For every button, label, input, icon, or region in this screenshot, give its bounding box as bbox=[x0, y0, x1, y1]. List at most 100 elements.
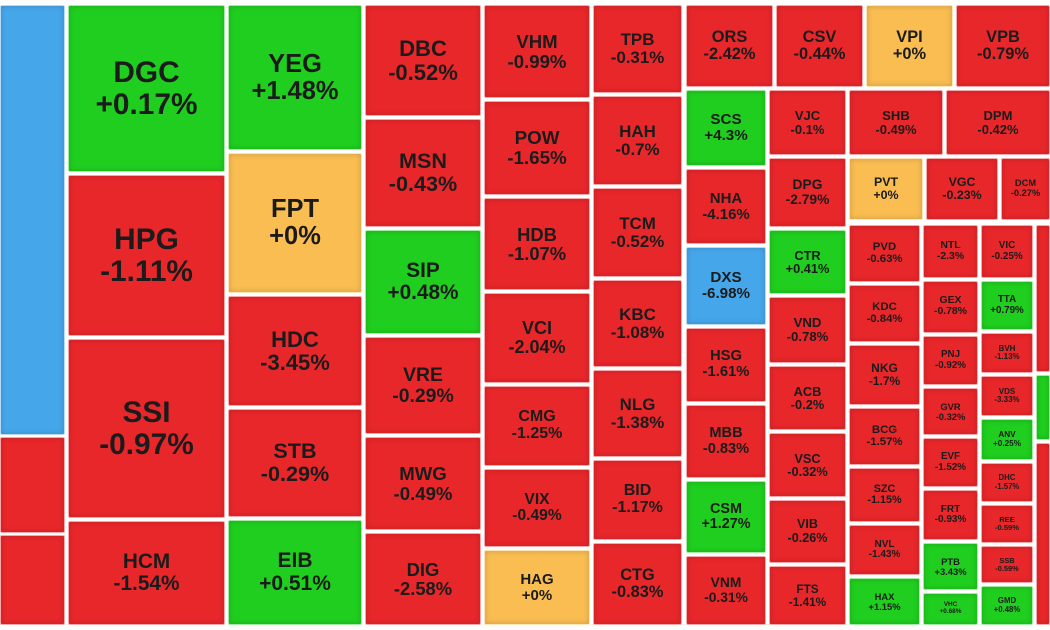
stock-tile[interactable]: VIB -0.26% bbox=[769, 500, 846, 563]
stock-tile[interactable] bbox=[0, 535, 65, 625]
stock-tile[interactable]: TTA +0.79% bbox=[981, 281, 1033, 330]
stock-tile[interactable]: BVH -1.13% bbox=[981, 333, 1033, 373]
stock-tile[interactable] bbox=[0, 437, 65, 533]
stock-tile[interactable]: VDS -3.33% bbox=[981, 376, 1033, 416]
stock-tile[interactable]: GEX -0.78% bbox=[923, 281, 978, 333]
stock-tile[interactable]: HPG -1.11% bbox=[68, 175, 225, 336]
change-label: -0.32% bbox=[935, 410, 966, 422]
stock-tile[interactable]: HCM -1.54% bbox=[68, 521, 225, 625]
stock-tile[interactable]: TCM -0.52% bbox=[593, 188, 682, 277]
stock-tile[interactable]: DPG -2.79% bbox=[769, 158, 846, 227]
stock-tile[interactable]: SSI -0.97% bbox=[68, 339, 225, 518]
stock-tile[interactable] bbox=[1036, 443, 1050, 625]
stock-tile[interactable]: GMD +0.48% bbox=[981, 586, 1033, 625]
stock-tile[interactable]: VCI -2.04% bbox=[484, 293, 590, 383]
stock-tile[interactable]: PVD -0.63% bbox=[849, 225, 920, 282]
stock-tile[interactable] bbox=[1036, 375, 1050, 440]
change-label: -0.25% bbox=[991, 250, 1023, 262]
stock-tile[interactable]: REE -0.59% bbox=[981, 505, 1033, 543]
stock-tile[interactable]: NVL -1.43% bbox=[849, 525, 920, 575]
change-label: -0.29% bbox=[392, 384, 454, 407]
stock-tile[interactable]: NLG -1.38% bbox=[593, 370, 682, 457]
ticker-label: HDB bbox=[517, 223, 557, 245]
stock-tile[interactable]: CTR +0.41% bbox=[769, 230, 846, 294]
stock-tile[interactable]: SSB -0.59% bbox=[981, 546, 1033, 583]
stock-tile[interactable]: DCM -0.27% bbox=[1001, 158, 1050, 220]
stock-tile[interactable]: HAH -0.7% bbox=[593, 96, 682, 185]
change-label: +0% bbox=[873, 188, 899, 202]
stock-tile[interactable]: FPT +0% bbox=[228, 153, 362, 293]
stock-tile[interactable]: ORS -2.42% bbox=[686, 5, 773, 87]
stock-tile[interactable]: EVF -1.52% bbox=[923, 438, 978, 487]
stock-tile[interactable]: SHB -0.49% bbox=[849, 90, 943, 155]
stock-tile[interactable]: HAX +1.15% bbox=[849, 578, 920, 625]
stock-tile[interactable]: CMG -1.25% bbox=[484, 386, 590, 466]
stock-tile[interactable]: VNM -0.31% bbox=[686, 556, 766, 625]
stock-tile[interactable] bbox=[1036, 225, 1050, 372]
stock-tile[interactable]: VIX -0.49% bbox=[484, 469, 590, 547]
stock-tile[interactable]: FTS -1.41% bbox=[769, 566, 846, 625]
stock-tile[interactable]: ACB -0.2% bbox=[769, 366, 846, 430]
stock-tile[interactable]: VHM -0.99% bbox=[484, 5, 590, 98]
ticker-label: SSB bbox=[999, 555, 1015, 565]
change-label: +0% bbox=[521, 586, 553, 604]
stock-tile[interactable]: SZC -1.15% bbox=[849, 468, 920, 522]
stock-tile[interactable]: DBC -0.52% bbox=[365, 5, 481, 116]
stock-tile[interactable]: YEG +1.48% bbox=[228, 5, 362, 150]
stock-tile[interactable] bbox=[0, 5, 65, 435]
ticker-label: MBB bbox=[709, 425, 743, 442]
stock-tile[interactable]: CSV -0.44% bbox=[776, 5, 863, 87]
stock-tile[interactable]: PVT +0% bbox=[849, 158, 923, 220]
stock-tile[interactable]: SIP +0.48% bbox=[365, 230, 481, 334]
stock-tile[interactable]: NKG -1.7% bbox=[849, 345, 920, 405]
stock-tile[interactable]: MBB -0.83% bbox=[686, 405, 766, 478]
stock-tile[interactable]: ANV +0.25% bbox=[981, 419, 1033, 460]
stock-tile[interactable]: MSN -0.43% bbox=[365, 119, 481, 227]
stock-tile[interactable]: VGC -0.23% bbox=[926, 158, 998, 220]
stock-tile[interactable]: CTG -0.83% bbox=[593, 543, 682, 625]
stock-tile[interactable]: MWG -0.49% bbox=[365, 437, 481, 530]
stock-tile[interactable]: PNJ -0.92% bbox=[923, 336, 978, 385]
ticker-label: HPG bbox=[114, 223, 179, 257]
stock-tile[interactable]: KDC -0.84% bbox=[849, 285, 920, 342]
stock-tile[interactable]: DGC +0.17% bbox=[68, 5, 225, 172]
stock-tile[interactable]: SCS +4.3% bbox=[686, 90, 766, 166]
stock-tile[interactable]: GVR -0.32% bbox=[923, 388, 978, 435]
stock-tile[interactable]: VHC +0.68% bbox=[923, 593, 978, 625]
stock-tile[interactable]: NHA -4.16% bbox=[686, 169, 766, 244]
stock-tile[interactable]: FRT -0.93% bbox=[923, 490, 978, 540]
stock-tile[interactable]: TPB -0.31% bbox=[593, 5, 682, 93]
ticker-label: DHC bbox=[998, 473, 1016, 483]
stock-tile[interactable]: BCG -1.57% bbox=[849, 408, 920, 465]
ticker-label: VIX bbox=[524, 490, 550, 508]
stock-tile[interactable]: CSM +1.27% bbox=[686, 481, 766, 553]
stock-tile[interactable]: DXS -6.98% bbox=[686, 247, 766, 325]
stock-tile[interactable]: EIB +0.51% bbox=[228, 520, 362, 625]
stock-tile[interactable]: HAG +0% bbox=[484, 550, 590, 625]
stock-tile[interactable]: VIC -0.25% bbox=[981, 225, 1033, 278]
stock-tile[interactable]: NTL -2.3% bbox=[923, 225, 978, 278]
stock-tile[interactable]: VRE -0.29% bbox=[365, 337, 481, 434]
stock-tile[interactable]: BID -1.17% bbox=[593, 460, 682, 540]
ticker-label: BID bbox=[623, 482, 652, 500]
stock-tile[interactable]: VND -0.78% bbox=[769, 297, 846, 363]
stock-tile[interactable]: VPI +0% bbox=[866, 5, 953, 87]
change-label: +0% bbox=[269, 222, 321, 250]
change-label: +0% bbox=[892, 45, 927, 63]
stock-tile[interactable]: DIG -2.58% bbox=[365, 533, 481, 625]
stock-tile[interactable]: HDB -1.07% bbox=[484, 198, 590, 290]
stock-tile[interactable]: DHC -1.57% bbox=[981, 463, 1033, 502]
ticker-label: DPG bbox=[792, 177, 823, 193]
stock-tile[interactable]: KBC -1.08% bbox=[593, 280, 682, 367]
stock-tile[interactable]: PTB +3.43% bbox=[923, 543, 978, 590]
stock-tile[interactable]: DPM -0.42% bbox=[946, 90, 1050, 155]
stock-tile[interactable]: VJC -0.1% bbox=[769, 90, 846, 155]
stock-tile[interactable]: VSC -0.32% bbox=[769, 433, 846, 497]
stock-tile[interactable]: HDC -3.45% bbox=[228, 296, 362, 406]
stock-tile[interactable]: POW -1.65% bbox=[484, 101, 590, 195]
stock-tile[interactable]: VPB -0.79% bbox=[956, 5, 1050, 87]
ticker-label: SZC bbox=[873, 482, 896, 495]
change-label: -1.38% bbox=[610, 412, 665, 432]
stock-tile[interactable]: STB -0.29% bbox=[228, 409, 362, 517]
stock-tile[interactable]: HSG -1.61% bbox=[686, 328, 766, 402]
